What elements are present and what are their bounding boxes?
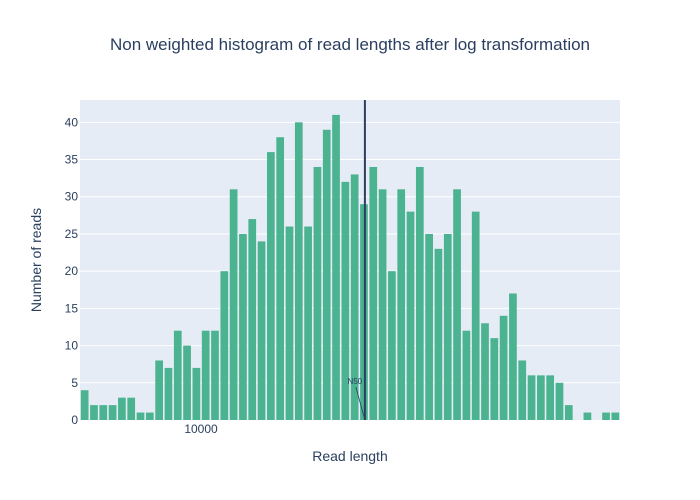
histogram-bar xyxy=(108,405,117,420)
histogram-bar xyxy=(434,248,443,420)
histogram-bar xyxy=(99,405,108,420)
bars xyxy=(80,114,620,421)
histogram-bar xyxy=(378,189,387,420)
histogram-bar xyxy=(276,137,285,421)
histogram-bar xyxy=(90,405,98,420)
histogram-bar xyxy=(611,412,620,420)
histogram-bar xyxy=(173,330,182,420)
y-tick-label: 40 xyxy=(65,115,79,129)
histogram-bar xyxy=(537,375,545,420)
histogram-bar xyxy=(397,189,406,420)
histogram-bar xyxy=(211,330,219,420)
histogram-bar xyxy=(499,315,508,420)
histogram-bar xyxy=(229,189,238,420)
chart-title: Non weighted histogram of read lengths a… xyxy=(110,35,590,54)
histogram-bar xyxy=(332,114,340,420)
x-axis-ticks: 10000 xyxy=(184,422,218,436)
histogram-bar xyxy=(443,233,452,420)
y-tick-label: 15 xyxy=(65,301,79,315)
n50-annotation-arrow xyxy=(355,386,366,421)
histogram-bar xyxy=(285,226,294,420)
histogram-bar xyxy=(462,330,471,420)
histogram-bar xyxy=(564,405,573,420)
y-axis-title: Number of reads xyxy=(28,208,44,312)
y-tick-label: 0 xyxy=(71,413,78,427)
histogram-bar xyxy=(406,211,415,420)
histogram-bar xyxy=(257,241,266,420)
histogram-bar xyxy=(490,338,499,420)
histogram-bar xyxy=(415,166,424,420)
histogram-bar xyxy=(509,293,517,420)
histogram-bar xyxy=(388,271,396,420)
y-tick-label: 10 xyxy=(65,339,79,353)
histogram-bar xyxy=(127,397,136,420)
histogram-bar xyxy=(192,367,201,420)
histogram-bar xyxy=(248,219,257,420)
y-tick-label: 30 xyxy=(65,190,79,204)
y-axis-ticks: 0 5 10 15 20 25 30 35 40 xyxy=(65,115,79,427)
histogram-bar xyxy=(239,233,247,420)
histogram-bar xyxy=(453,189,461,420)
histogram-bar xyxy=(201,330,210,420)
histogram-bar xyxy=(294,122,303,420)
histogram-bar xyxy=(471,211,480,420)
histogram-bar xyxy=(341,181,350,420)
n50-annotation-label: N50 xyxy=(348,377,363,386)
histogram-bar xyxy=(555,382,564,420)
histogram-bar xyxy=(304,226,312,420)
histogram-bar xyxy=(350,174,359,420)
histogram-bar xyxy=(145,412,154,420)
histogram-bar xyxy=(136,412,145,420)
histogram-bar xyxy=(220,271,229,420)
y-tick-label: 35 xyxy=(65,153,79,167)
histogram-bar xyxy=(518,360,527,420)
histogram-bar xyxy=(164,367,173,420)
histogram-bar xyxy=(267,152,275,420)
x-axis-title: Read length xyxy=(312,448,388,464)
x-tick-label: 10000 xyxy=(184,422,218,436)
histogram-bar xyxy=(313,166,322,420)
histogram-bar xyxy=(527,375,536,420)
histogram-bar xyxy=(425,233,433,420)
histogram-bar xyxy=(583,412,592,420)
histogram-bar xyxy=(322,129,331,420)
y-tick-label: 20 xyxy=(65,264,79,278)
histogram-bar xyxy=(183,345,191,420)
histogram-bar xyxy=(80,390,89,420)
y-tick-label: 25 xyxy=(65,227,79,241)
plot-area xyxy=(80,100,620,420)
n50-marker: N50 xyxy=(348,100,366,421)
histogram-bar xyxy=(481,323,489,420)
y-tick-label: 5 xyxy=(71,376,78,390)
histogram-bar xyxy=(155,360,163,420)
histogram-bar xyxy=(118,397,126,420)
histogram-bar xyxy=(546,375,555,420)
histogram-bar xyxy=(602,412,610,420)
histogram-bar xyxy=(369,166,378,420)
